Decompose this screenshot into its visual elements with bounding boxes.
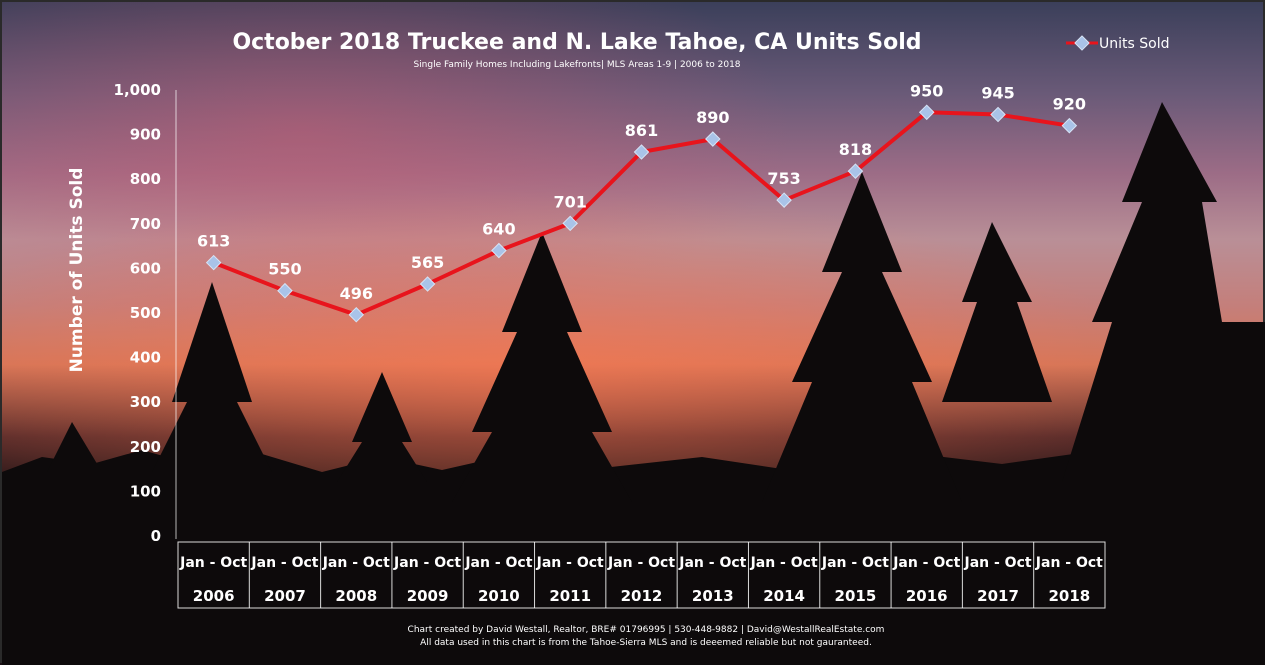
data-label-2010: 640 bbox=[482, 220, 515, 239]
x-range-label: Jan - Oct bbox=[750, 555, 818, 571]
y-tick-label: 900 bbox=[130, 126, 161, 144]
data-label-2017: 945 bbox=[981, 84, 1014, 103]
data-label-2016: 950 bbox=[910, 81, 943, 100]
data-label-2008: 496 bbox=[340, 284, 373, 303]
x-year-label: 2012 bbox=[621, 587, 663, 605]
y-tick-label: 500 bbox=[130, 304, 161, 322]
data-point-2015 bbox=[847, 163, 864, 179]
y-tick-label: 800 bbox=[130, 170, 161, 188]
x-year-label: 2006 bbox=[193, 587, 235, 605]
y-tick-label: 200 bbox=[130, 438, 161, 456]
data-point-2018 bbox=[1061, 117, 1078, 134]
data-point-2012 bbox=[633, 144, 650, 160]
data-point-2014 bbox=[776, 192, 792, 208]
x-range-label: Jan - Oct bbox=[1035, 555, 1103, 571]
x-range-label: Jan - Oct bbox=[536, 555, 604, 571]
x-range-label: Jan - Oct bbox=[821, 555, 889, 571]
y-tick-label: 400 bbox=[130, 349, 161, 367]
y-tick-label: 1,000 bbox=[114, 81, 161, 99]
footer-credit: Chart created by David Westall, Realtor,… bbox=[408, 625, 885, 635]
x-range-label: Jan - Oct bbox=[678, 555, 746, 571]
data-point-2008 bbox=[348, 307, 365, 323]
data-point-2006 bbox=[205, 254, 222, 271]
data-point-2016 bbox=[918, 104, 935, 121]
y-axis-label: Number of Units Sold bbox=[67, 168, 87, 373]
data-label-2011: 701 bbox=[553, 192, 586, 211]
footer-disclaimer: All data used in this chart is from the … bbox=[420, 638, 872, 648]
y-axis-ticks: 0 100 200 300 400 500 600 700 800 900 1,000 bbox=[114, 81, 161, 545]
data-label-2014: 753 bbox=[767, 169, 800, 188]
x-range-label: Jan - Oct bbox=[963, 555, 1031, 571]
data-labels: 613 550 496 565 640 701 861 890 753 818 950 945 920 bbox=[197, 81, 1086, 302]
x-year-label: 2007 bbox=[264, 587, 306, 605]
x-year-label: 2013 bbox=[692, 587, 734, 605]
series-markers bbox=[205, 104, 1078, 323]
x-range-label: Jan - Oct bbox=[607, 555, 675, 571]
data-label-2009: 565 bbox=[411, 253, 444, 272]
data-label-2006: 613 bbox=[197, 232, 230, 251]
y-tick-label: 700 bbox=[130, 215, 161, 233]
y-tick-label: 100 bbox=[130, 482, 161, 500]
x-year-label: 2018 bbox=[1048, 587, 1090, 605]
x-year-label: 2010 bbox=[478, 587, 520, 605]
x-year-label: 2008 bbox=[335, 587, 377, 605]
data-point-2017 bbox=[990, 106, 1006, 123]
x-year-label: 2009 bbox=[407, 587, 449, 605]
x-year-label: 2014 bbox=[763, 587, 805, 605]
data-point-2011 bbox=[562, 215, 578, 232]
data-label-2007: 550 bbox=[268, 260, 301, 279]
x-range-label: Jan - Oct bbox=[393, 555, 461, 571]
data-label-2013: 890 bbox=[696, 108, 729, 127]
x-year-label: 2017 bbox=[977, 587, 1019, 605]
x-axis-category-table: Jan - Oct 2006 Jan - Oct 2007 Jan - Oct 2008 J… bbox=[177, 541, 1106, 609]
legend-label: Units Sold bbox=[1099, 36, 1169, 52]
y-tick-label: 0 bbox=[151, 527, 161, 545]
x-year-label: 2016 bbox=[906, 587, 948, 605]
chart-subtitle: Single Family Homes Including Lakefronts… bbox=[413, 60, 740, 70]
tree-silhouettes bbox=[2, 102, 1265, 665]
y-tick-label: 300 bbox=[130, 393, 161, 411]
data-point-2013 bbox=[705, 131, 721, 147]
data-label-2012: 861 bbox=[625, 121, 658, 140]
legend-marker bbox=[1074, 35, 1090, 51]
data-point-2007 bbox=[277, 282, 293, 299]
x-range-label: Jan - Oct bbox=[250, 555, 318, 571]
data-label-2015: 818 bbox=[839, 140, 872, 159]
x-range-label: Jan - Oct bbox=[179, 555, 247, 571]
x-year-label: 2011 bbox=[549, 587, 591, 605]
data-point-2009 bbox=[419, 276, 436, 292]
y-tick-label: 600 bbox=[130, 259, 161, 277]
x-year-label: 2015 bbox=[835, 587, 877, 605]
legend: Units Sold bbox=[1066, 35, 1169, 52]
x-range-label: Jan - Oct bbox=[464, 555, 532, 571]
x-table-border bbox=[177, 541, 1106, 609]
data-label-2018: 920 bbox=[1053, 95, 1086, 114]
x-range-label: Jan - Oct bbox=[322, 555, 390, 571]
chart-title: October 2018 Truckee and N. Lake Tahoe, … bbox=[232, 30, 921, 55]
data-point-2010 bbox=[491, 242, 507, 259]
x-range-label: Jan - Oct bbox=[892, 555, 960, 571]
